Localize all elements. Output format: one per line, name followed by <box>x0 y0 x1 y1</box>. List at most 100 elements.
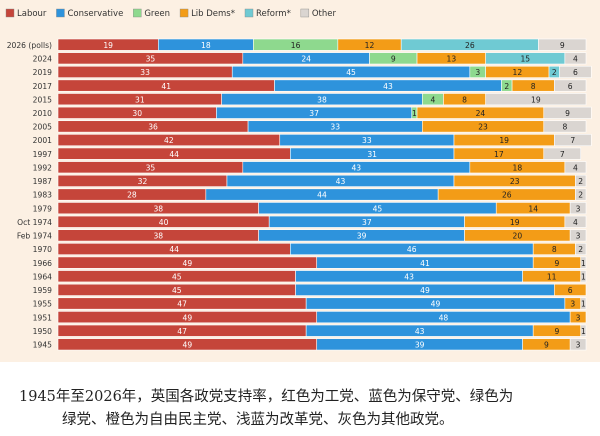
data-label-1950-labour: 47 <box>177 327 187 336</box>
caption-line-2: 绿党、橙色为自由民主党、浅蓝为改革党、灰色为其他政党。 <box>62 412 454 428</box>
data-label-1964-conservative: 43 <box>404 272 414 281</box>
bar-1970-other <box>575 243 587 256</box>
tick-label-2010: 2010 <box>33 109 52 118</box>
data-label-1979-labour: 38 <box>153 204 163 213</box>
data-label-oct-1974-conservative: 37 <box>362 218 372 227</box>
data-label-feb-1974-labour: 38 <box>153 232 163 241</box>
data-label-2026-polls-lib-dems: 12 <box>365 41 375 50</box>
data-label-1966-lib-dems: 9 <box>555 259 560 268</box>
data-label-2017-lib-dems: 8 <box>531 82 536 91</box>
bar-1987-other <box>575 174 587 187</box>
data-label-1955-other: 1 <box>581 300 586 309</box>
data-label-feb-1974-lib-dems: 20 <box>513 232 523 241</box>
bar-1959-lib-dems <box>554 283 587 296</box>
data-label-1992-other: 4 <box>573 163 578 172</box>
data-label-1987-labour: 32 <box>138 177 148 186</box>
data-label-1950-conservative: 43 <box>415 327 425 336</box>
data-label-1959-lib-dems: 6 <box>568 286 573 295</box>
data-label-oct-1974-other: 4 <box>573 218 578 227</box>
data-label-2015-conservative: 38 <box>317 95 327 104</box>
data-label-2001-conservative: 33 <box>362 136 372 145</box>
data-label-1945-lib-dems: 9 <box>544 341 549 350</box>
data-label-1979-other: 3 <box>576 204 581 213</box>
data-label-2015-other: 19 <box>531 95 541 104</box>
data-label-1987-conservative: 43 <box>336 177 346 186</box>
data-label-2010-other: 9 <box>565 109 570 118</box>
bar-2024-other <box>564 52 587 65</box>
legend-swatch-lib-dems <box>179 8 189 18</box>
data-label-1966-labour: 49 <box>183 259 193 268</box>
tick-label-1955: 1955 <box>33 300 52 309</box>
data-label-2005-other: 8 <box>562 123 567 132</box>
data-label-1951-labour: 49 <box>183 313 193 322</box>
data-label-2010-conservative: 37 <box>309 109 319 118</box>
bar-1950-other <box>580 324 587 337</box>
data-label-2001-lib-dems: 19 <box>499 136 509 145</box>
data-label-2019-conservative: 45 <box>346 68 356 77</box>
data-label-1951-conservative: 48 <box>439 313 449 322</box>
data-label-2019-green: 3 <box>475 68 480 77</box>
data-label-2019-other: 6 <box>573 68 578 77</box>
tick-label-2001: 2001 <box>33 136 52 145</box>
chart-area: Labour Conservative Green Lib Dems* Reform* O… <box>0 0 600 362</box>
data-label-1970-other: 2 <box>578 245 583 254</box>
tick-label-1950: 1950 <box>33 327 52 336</box>
data-label-1966-conservative: 41 <box>420 259 430 268</box>
legend-swatch-green <box>133 8 142 18</box>
data-label-2001-other: 7 <box>570 136 575 145</box>
bar-1964-other <box>580 270 587 283</box>
tick-label-2017: 2017 <box>33 82 52 91</box>
legend-swatch-other <box>300 8 310 18</box>
data-label-2017-green: 2 <box>504 82 509 91</box>
bar-2019-other <box>559 65 592 78</box>
legend-label-lib-dems: Lib Dems* <box>191 9 235 19</box>
data-label-1970-conservative: 46 <box>407 245 417 254</box>
data-label-2019-labour: 33 <box>140 68 150 77</box>
data-label-2001-labour: 42 <box>164 136 174 145</box>
data-label-1955-conservative: 49 <box>431 300 441 309</box>
data-label-1964-other: 1 <box>581 272 586 281</box>
bar-1992-other <box>564 161 587 174</box>
data-label-1997-lib-dems: 17 <box>494 150 504 159</box>
bar-1945-other <box>569 338 587 351</box>
tick-label-feb-1974: Feb 1974 <box>17 232 52 241</box>
data-label-2026-polls-conservative: 18 <box>201 41 211 50</box>
bar-2010-other <box>543 106 592 119</box>
data-label-1970-lib-dems: 8 <box>552 245 557 254</box>
data-label-oct-1974-labour: 40 <box>159 218 169 227</box>
data-label-2026-polls-green: 16 <box>291 41 301 50</box>
legend-swatch-conservative <box>56 8 65 18</box>
bar-feb-1974-other <box>569 229 587 242</box>
data-label-2015-lib-dems: 8 <box>462 95 467 104</box>
data-label-1983-lib-dems: 26 <box>502 191 512 200</box>
data-label-2010-green: 1 <box>412 109 417 118</box>
data-label-2024-green: 9 <box>391 55 396 64</box>
data-label-2024-reform: 15 <box>520 55 530 64</box>
stacked-bar-chart: Labour Conservative Green Lib Dems* Reform* O… <box>5 8 592 351</box>
tick-label-2005: 2005 <box>33 123 52 132</box>
data-label-1955-lib-dems: 3 <box>570 300 575 309</box>
data-label-1983-other: 2 <box>578 191 583 200</box>
data-label-2017-other: 6 <box>568 82 573 91</box>
data-label-1945-labour: 49 <box>183 341 193 350</box>
legend-label-labour: Labour <box>17 9 47 19</box>
tick-label-1959: 1959 <box>33 286 52 295</box>
data-label-2026-polls-labour: 19 <box>103 41 113 50</box>
tick-label-2024: 2024 <box>33 55 52 64</box>
legend-label-conservative: Conservative <box>67 9 123 19</box>
data-label-1992-conservative: 43 <box>351 163 361 172</box>
data-label-1950-lib-dems: 9 <box>555 327 560 336</box>
legend-label-other: Other <box>312 9 337 19</box>
tick-label-1951: 1951 <box>33 313 52 322</box>
tick-label-1945: 1945 <box>33 341 52 350</box>
bar-1979-other <box>569 202 587 215</box>
data-label-2019-lib-dems: 12 <box>513 68 523 77</box>
caption: 1945年至2026年，英国各政党支持率，红色为工党、蓝色为保守党、绿色为 绿党… <box>0 386 600 432</box>
bar-1997-other <box>543 147 582 160</box>
bar-2005-other <box>543 120 587 133</box>
bar-1955-other <box>580 297 587 310</box>
data-label-feb-1974-conservative: 39 <box>357 232 367 241</box>
data-label-1997-labour: 44 <box>169 150 179 159</box>
bar-2017-other <box>554 79 587 92</box>
data-label-1992-labour: 35 <box>146 163 156 172</box>
